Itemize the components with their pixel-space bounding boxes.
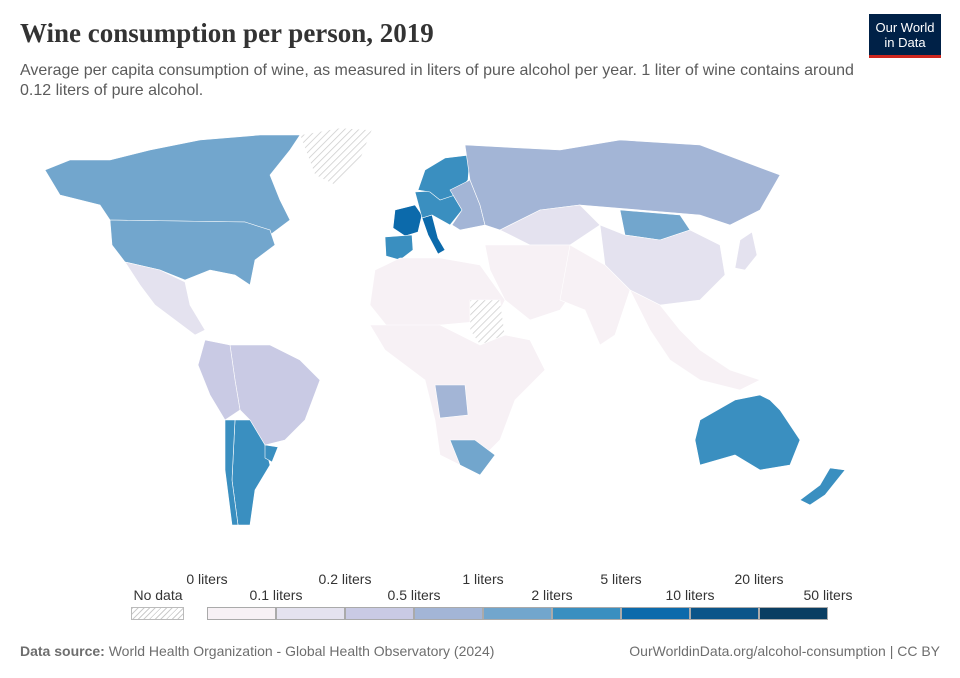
country-southeast-asia[interactable]	[629, 289, 761, 391]
country-south-africa[interactable]	[449, 439, 496, 476]
legend-tick-label: 0.1 liters	[249, 587, 303, 603]
country-angola[interactable]	[434, 384, 469, 419]
legend-bin	[414, 607, 483, 620]
legend-bin	[483, 607, 552, 620]
data-source: Data source: World Health Organization -…	[20, 643, 494, 659]
logo-line-1: Our World	[875, 19, 935, 35]
legend-bin	[552, 607, 621, 620]
country-japan[interactable]	[734, 231, 758, 271]
country-iberia[interactable]	[384, 234, 414, 261]
country-middle-east[interactable]	[484, 244, 586, 321]
world-map	[44, 127, 846, 526]
legend-tick-label: 5 liters	[600, 571, 642, 587]
logo-line-2: in Data	[884, 34, 926, 50]
country-mexico-central-america[interactable]	[124, 261, 206, 336]
legend-tick-label: 0.5 liters	[387, 587, 441, 603]
data-source-text: World Health Organization - Global Healt…	[108, 643, 495, 659]
chart-subtitle: Average per capita consumption of wine, …	[20, 62, 854, 99]
country-canada[interactable]	[44, 134, 301, 236]
legend-tick-label: 0 liters	[186, 571, 228, 587]
legend-bin	[345, 607, 414, 620]
country-france[interactable]	[392, 204, 423, 237]
country-new-zealand[interactable]	[799, 467, 846, 506]
legend-tick-label: 10 liters	[665, 587, 715, 603]
legend-bin	[690, 607, 759, 620]
legend-tick-label: 1 liters	[462, 571, 504, 587]
owid-logo[interactable]: Our World in Data	[869, 14, 941, 58]
legend-bin	[759, 607, 828, 620]
legend-tick-label: 2 liters	[531, 587, 573, 603]
country-greenland[interactable]	[299, 127, 373, 186]
country-india-south-asia[interactable]	[559, 244, 631, 346]
country-sudan[interactable]	[469, 299, 506, 346]
country-uruguay[interactable]	[264, 444, 279, 463]
country-western-south-america[interactable]	[197, 339, 241, 421]
legend-tick-label: 0.2 liters	[318, 571, 372, 587]
legend-tick-label: 20 liters	[734, 571, 784, 587]
legend-tick-label: 50 liters	[803, 587, 853, 603]
source-url[interactable]: OurWorldinData.org/alcohol-consumption |…	[629, 643, 940, 659]
country-chile[interactable]	[224, 419, 239, 526]
legend-bin	[621, 607, 690, 620]
legend-bin	[276, 607, 345, 620]
chart-title: Wine consumption per person, 2019	[20, 18, 434, 48]
country-italy[interactable]	[421, 214, 446, 255]
legend-no-data-swatch	[131, 607, 184, 620]
legend-no-data-label: No data	[133, 587, 183, 603]
legend-bin	[207, 607, 276, 620]
country-russia[interactable]	[464, 139, 781, 231]
data-source-label: Data source:	[20, 643, 105, 659]
country-australia[interactable]	[694, 394, 801, 471]
